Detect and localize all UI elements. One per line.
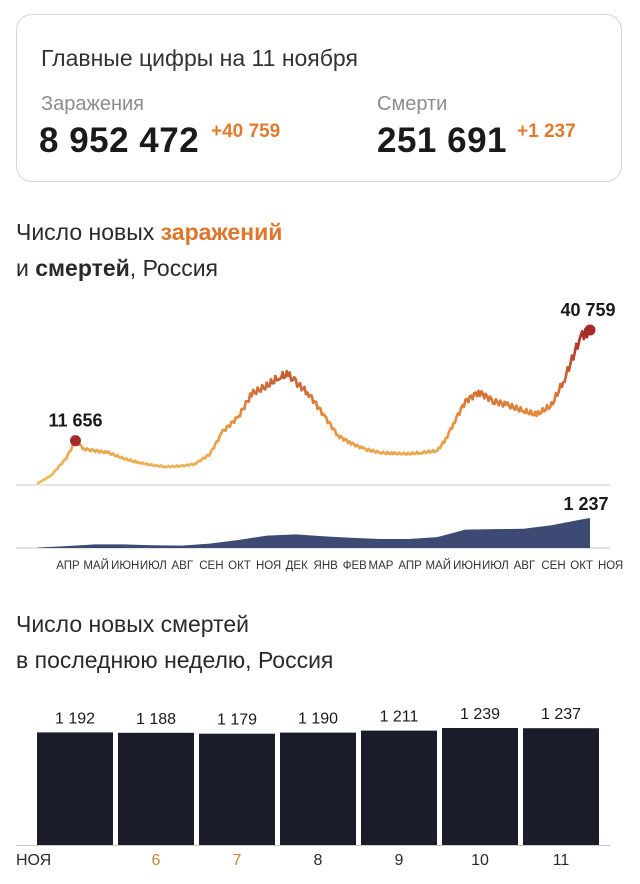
month-tick-label: ИЮЛ — [140, 560, 167, 572]
infections-label: Заражения — [41, 93, 144, 115]
month-tick-label: ИЮН — [111, 560, 139, 572]
bar-value-label: 1 179 — [217, 712, 257, 729]
deaths-bar — [199, 733, 275, 845]
chart1-title-prefix: Число новых — [16, 219, 161, 245]
chart2-title-line2: в последнюю неделю, Россия — [16, 647, 334, 673]
weekly-deaths-bar-chart: 1 192 НОЯ 1 188 6 1 179 7 1 190 8 1 211 9 1 239 10 1… — [16, 706, 610, 869]
month-tick-label: МАЙ — [83, 559, 109, 572]
chart2-title: Число новых смертей в последнюю неделю, … — [16, 606, 333, 678]
deaths-total: 251 691 — [377, 121, 508, 160]
month-tick-label: НОЯ — [256, 560, 281, 572]
infections-total: 8 952 472 — [39, 121, 200, 160]
bar-category-label: НОЯ — [16, 852, 51, 869]
chart1-title: Число новых заражений и смертей, Россия — [16, 214, 282, 286]
infections-marker — [584, 324, 596, 336]
month-tick-label: АВГ — [172, 560, 194, 572]
month-tick-label: ИЮН — [453, 560, 481, 572]
infections-line-segment — [288, 371, 293, 382]
bar-value-label: 1 188 — [136, 711, 176, 728]
infections-line-segment — [576, 339, 581, 350]
month-tick-label: МАР — [369, 560, 394, 572]
month-tick-label: ФЕВ — [343, 560, 367, 572]
key-figures-card: Главные цифры на 11 ноября Заражения 8 9… — [16, 14, 622, 182]
month-tick-label: АПР — [398, 560, 422, 572]
month-tick-label: ОКТ — [570, 560, 593, 572]
month-tick-label: ДЕК — [286, 560, 308, 572]
infections-delta: +40 759 — [211, 121, 281, 142]
bar-category-label: 10 — [471, 852, 489, 869]
bar-category-label: 11 — [553, 852, 570, 869]
deaths-label: Смерти — [377, 93, 448, 115]
deaths-bar — [118, 732, 194, 845]
deaths-series-area — [38, 518, 590, 548]
deaths-bar — [280, 732, 356, 845]
bar-category-label: 6 — [152, 852, 161, 869]
chart1-title-highlight: заражений — [160, 219, 283, 245]
month-tick-label: МАЙ — [425, 559, 451, 572]
month-tick-label: АПР — [56, 560, 80, 572]
month-tick-label: АВГ — [514, 560, 536, 572]
month-tick-label: СЕН — [199, 560, 223, 572]
deaths-bar — [523, 728, 599, 845]
chart1-title-line2-prefix: и — [16, 255, 36, 281]
deaths-delta: +1 237 — [517, 121, 576, 142]
deaths-annotation-label: 1 237 — [563, 494, 608, 514]
infections-annotation-label: 11 656 — [48, 411, 102, 431]
bar-category-label: 7 — [233, 852, 242, 869]
bar-category-label: 9 — [395, 852, 404, 869]
month-tick-label: ИЮЛ — [482, 560, 509, 572]
chart2-title-line1: Число новых смертей — [16, 611, 249, 637]
chart1-title-bold: смертей — [35, 255, 130, 281]
month-tick-label: ЯНВ — [314, 560, 339, 572]
month-tick-label: СЕН — [541, 560, 565, 572]
month-tick-label: ОКТ — [228, 560, 251, 572]
bar-value-label: 1 239 — [460, 706, 500, 723]
bar-value-label: 1 211 — [380, 709, 419, 726]
infections-marker — [69, 435, 81, 447]
chart1-title-suffix: , Россия — [129, 255, 219, 281]
month-tick-label: НОЯ — [598, 560, 623, 572]
deaths-bar — [37, 732, 113, 845]
bar-value-label: 1 190 — [298, 711, 338, 728]
card-title: Главные цифры на 11 ноября — [41, 45, 358, 71]
infections-annotation-label: 40 759 — [560, 300, 615, 320]
deaths-bar — [442, 728, 518, 845]
infections-series-line — [36, 327, 592, 485]
bar-value-label: 1 237 — [541, 706, 581, 723]
deaths-bar — [361, 730, 437, 845]
bar-value-label: 1 192 — [55, 710, 95, 727]
bar-category-label: 8 — [314, 852, 323, 869]
